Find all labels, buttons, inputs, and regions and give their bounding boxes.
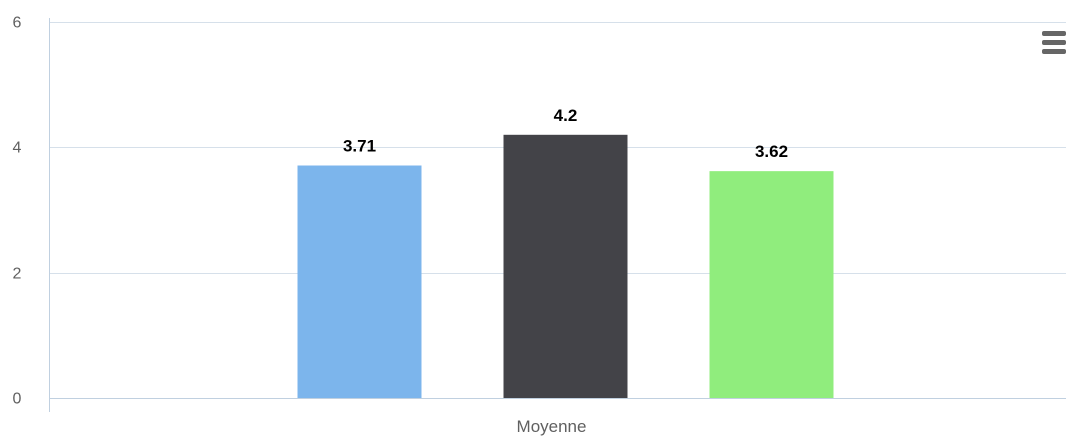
bar[interactable] — [709, 171, 834, 398]
y-tick-label: 0 — [13, 391, 22, 408]
y-tick-label: 6 — [13, 15, 22, 32]
y-axis-tick-labels: 0 2 4 6 — [13, 15, 22, 408]
bar[interactable] — [297, 165, 422, 398]
hamburger-menu-icon[interactable] — [1036, 26, 1066, 58]
axes — [49, 18, 1066, 412]
x-category-label: Moyenne — [517, 417, 587, 436]
y-tick-label: 4 — [13, 140, 22, 157]
x-axis-category-labels: Moyenne — [517, 417, 587, 436]
data-label: 3.62 — [755, 142, 788, 161]
data-label: 3.71 — [343, 137, 376, 156]
data-labels: 3.71 4.2 3.62 — [343, 106, 788, 161]
bars — [297, 134, 834, 399]
bar[interactable] — [503, 134, 628, 399]
data-label: 4.2 — [554, 106, 578, 125]
y-tick-label: 2 — [13, 266, 22, 283]
